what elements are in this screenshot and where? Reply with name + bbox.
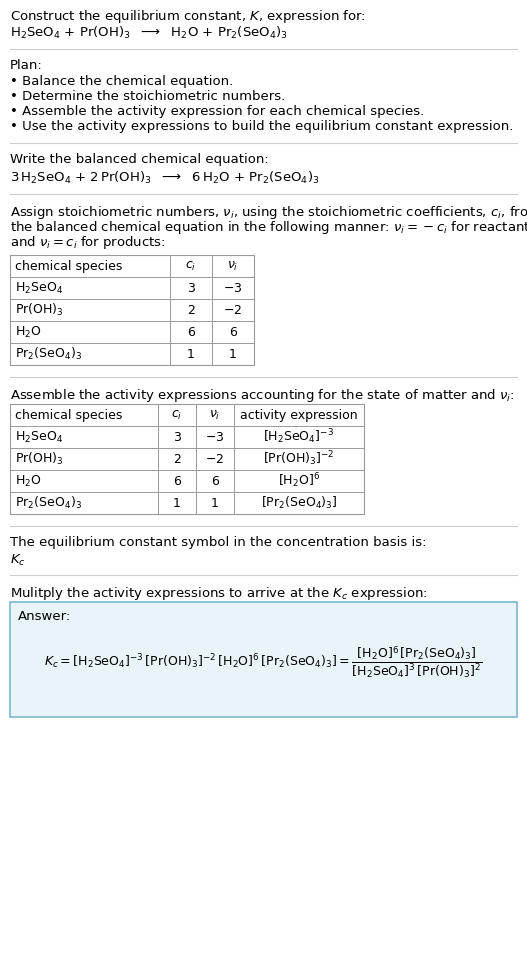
Text: $[\mathrm{Pr(OH)_3}]^{-2}$: $[\mathrm{Pr(OH)_3}]^{-2}$	[264, 450, 335, 468]
Text: activity expression: activity expression	[240, 408, 358, 422]
Text: 3: 3	[173, 430, 181, 444]
Text: The equilibrium constant symbol in the concentration basis is:: The equilibrium constant symbol in the c…	[10, 536, 426, 549]
Text: the balanced chemical equation in the following manner: $\nu_i = -c_i$ for react: the balanced chemical equation in the fo…	[10, 219, 527, 236]
Text: 1: 1	[187, 348, 195, 360]
Text: and $\nu_i = c_i$ for products:: and $\nu_i = c_i$ for products:	[10, 234, 165, 251]
Text: Answer:: Answer:	[18, 610, 71, 623]
Text: chemical species: chemical species	[15, 408, 122, 422]
Text: • Use the activity expressions to build the equilibrium constant expression.: • Use the activity expressions to build …	[10, 120, 513, 133]
Text: $[\mathrm{H_2O}]^{6}$: $[\mathrm{H_2O}]^{6}$	[278, 472, 320, 490]
Text: $\mathrm{Pr(OH)_3}$: $\mathrm{Pr(OH)_3}$	[15, 451, 64, 467]
Text: $\mathrm{H_2O}$: $\mathrm{H_2O}$	[15, 325, 42, 340]
Text: $c_i$: $c_i$	[186, 259, 197, 273]
Text: • Determine the stoichiometric numbers.: • Determine the stoichiometric numbers.	[10, 90, 285, 103]
Text: $-3$: $-3$	[206, 430, 225, 444]
Text: $-3$: $-3$	[223, 281, 243, 295]
Text: 6: 6	[211, 475, 219, 487]
Bar	[10, 255, 254, 365]
Text: 6: 6	[173, 475, 181, 487]
Text: $\mathrm{Pr_2(SeO_4)_3}$: $\mathrm{Pr_2(SeO_4)_3}$	[15, 495, 82, 511]
Text: Plan:: Plan:	[10, 59, 43, 72]
Text: 1: 1	[229, 348, 237, 360]
Text: $\mathrm{H_2SeO_4}$: $\mathrm{H_2SeO_4}$	[15, 280, 63, 296]
Text: $[\mathrm{H_2SeO_4}]^{-3}$: $[\mathrm{H_2SeO_4}]^{-3}$	[264, 428, 335, 446]
Text: Write the balanced chemical equation:: Write the balanced chemical equation:	[10, 153, 269, 166]
Text: • Balance the chemical equation.: • Balance the chemical equation.	[10, 75, 233, 88]
Text: • Assemble the activity expression for each chemical species.: • Assemble the activity expression for e…	[10, 105, 424, 118]
Text: $c_i$: $c_i$	[171, 408, 183, 422]
Text: $\nu_i$: $\nu_i$	[209, 408, 221, 422]
Text: $[\mathrm{Pr_2(SeO_4)_3}]$: $[\mathrm{Pr_2(SeO_4)_3}]$	[261, 495, 337, 511]
Text: $K_c = [\mathrm{H_2SeO_4}]^{-3}\,[\mathrm{Pr(OH)_3}]^{-2}\,[\mathrm{H_2O}]^{6}\,: $K_c = [\mathrm{H_2SeO_4}]^{-3}\,[\mathr…	[44, 644, 483, 680]
Text: 1: 1	[173, 497, 181, 509]
Text: $\mathrm{H_2SeO_4}$: $\mathrm{H_2SeO_4}$	[15, 429, 63, 445]
Text: 1: 1	[211, 497, 219, 509]
Text: 3: 3	[187, 281, 195, 295]
Text: Assign stoichiometric numbers, $\nu_i$, using the stoichiometric coefficients, $: Assign stoichiometric numbers, $\nu_i$, …	[10, 204, 527, 221]
Text: 6: 6	[187, 325, 195, 339]
Text: $K_c$: $K_c$	[10, 553, 26, 568]
Text: Mulitply the activity expressions to arrive at the $K_c$ expression:: Mulitply the activity expressions to arr…	[10, 585, 428, 602]
Text: 2: 2	[173, 453, 181, 465]
Text: $\mathrm{H_2SeO_4}$ + $\mathrm{Pr(OH)_3}$  $\longrightarrow$  $\mathrm{H_2O}$ + : $\mathrm{H_2SeO_4}$ + $\mathrm{Pr(OH)_3}…	[10, 25, 288, 41]
Text: $\mathrm{H_2O}$: $\mathrm{H_2O}$	[15, 474, 42, 488]
Text: Construct the equilibrium constant, $K$, expression for:: Construct the equilibrium constant, $K$,…	[10, 8, 366, 25]
Text: $3\,\mathrm{H_2SeO_4}$ + $2\,\mathrm{Pr(OH)_3}$  $\longrightarrow$  $6\,\mathrm{: $3\,\mathrm{H_2SeO_4}$ + $2\,\mathrm{Pr(…	[10, 170, 319, 186]
Text: $\mathrm{Pr_2(SeO_4)_3}$: $\mathrm{Pr_2(SeO_4)_3}$	[15, 346, 82, 362]
Text: Assemble the activity expressions accounting for the state of matter and $\nu_i$: Assemble the activity expressions accoun…	[10, 387, 515, 404]
Text: 6: 6	[229, 325, 237, 339]
Text: $\nu_i$: $\nu_i$	[227, 259, 239, 273]
Text: chemical species: chemical species	[15, 259, 122, 273]
Text: 2: 2	[187, 303, 195, 317]
Text: $-2$: $-2$	[223, 303, 242, 317]
Bar	[10, 404, 364, 514]
Text: $\mathrm{Pr(OH)_3}$: $\mathrm{Pr(OH)_3}$	[15, 302, 64, 318]
Bar	[10, 602, 517, 717]
Text: $-2$: $-2$	[206, 453, 225, 465]
